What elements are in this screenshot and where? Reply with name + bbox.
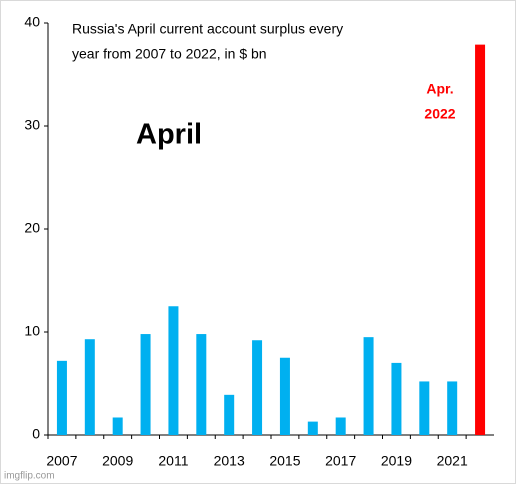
bar <box>84 339 95 435</box>
y-tick-label: 30 <box>24 117 40 133</box>
y-tick-label: 10 <box>24 323 40 339</box>
annotation: Apr. <box>426 81 453 97</box>
bar <box>335 417 346 435</box>
bar <box>168 306 179 435</box>
bar <box>475 44 486 435</box>
chart-title: Russia's April current account surplus e… <box>72 21 343 37</box>
bar <box>391 362 402 435</box>
bar <box>196 334 207 435</box>
x-tick-label: 2009 <box>102 453 133 469</box>
annotation: 2022 <box>424 106 455 122</box>
chart-subtitle: April <box>136 119 202 151</box>
watermark: imgflip.com <box>4 471 55 482</box>
x-tick-label: 2021 <box>437 453 468 469</box>
bar <box>224 394 235 435</box>
chart-title: year from 2007 to 2022, in $ bn <box>72 46 267 62</box>
bar <box>307 421 318 435</box>
bar <box>56 360 67 435</box>
bar <box>140 334 151 435</box>
bar <box>279 357 290 435</box>
bar <box>419 381 430 435</box>
x-tick-label: 2019 <box>381 453 412 469</box>
y-tick-label: 40 <box>24 14 40 30</box>
x-tick-label: 2013 <box>214 453 245 469</box>
x-tick-label: 2007 <box>46 453 77 469</box>
bar <box>112 417 123 435</box>
x-tick-label: 2011 <box>158 453 188 469</box>
x-tick-label: 2017 <box>325 453 356 469</box>
y-tick-label: 20 <box>24 220 40 236</box>
bar <box>252 340 263 435</box>
x-tick-label: 2015 <box>269 453 300 469</box>
y-tick-label: 0 <box>32 426 40 442</box>
bar <box>363 337 374 435</box>
bar <box>447 381 458 435</box>
